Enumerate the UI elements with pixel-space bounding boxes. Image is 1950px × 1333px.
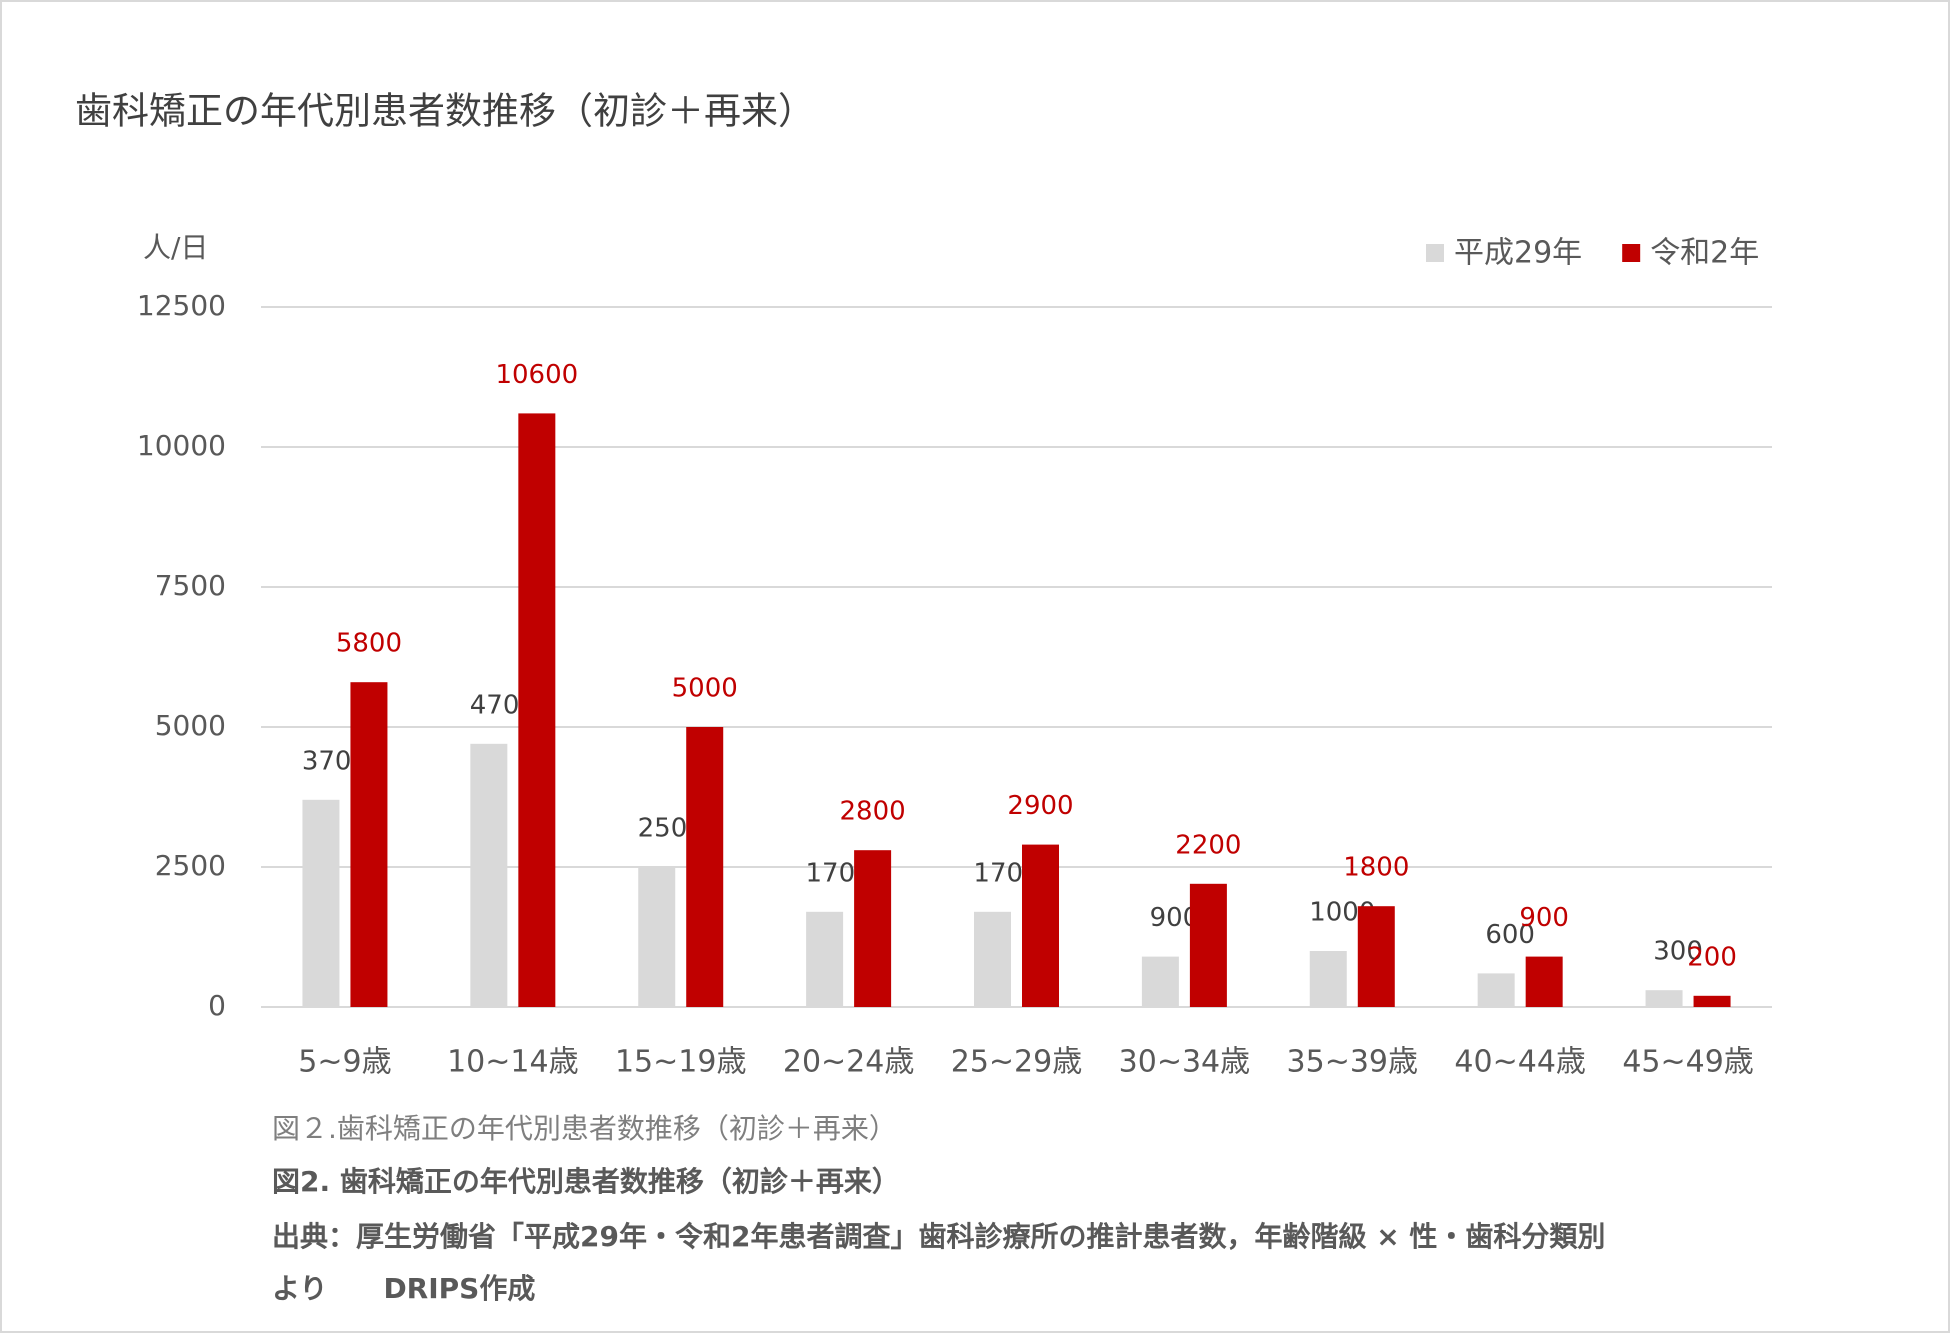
y-tick-label: 2500 bbox=[155, 849, 226, 882]
y-tick-label: 5000 bbox=[155, 709, 226, 742]
legend-swatch bbox=[1622, 244, 1641, 262]
x-tick-label: 30~34歳 bbox=[1119, 1045, 1250, 1080]
data-label: 2200 bbox=[1175, 830, 1241, 860]
bar bbox=[686, 727, 724, 1007]
data-label: 5800 bbox=[336, 629, 402, 659]
bar bbox=[1357, 906, 1395, 1007]
figure-caption-bold: 図2. 歯科矯正の年代別患者数推移（初診＋再来） bbox=[272, 1165, 900, 1198]
bar bbox=[638, 867, 676, 1007]
chart-title: 歯科矯正の年代別患者数推移（初診＋再来） bbox=[75, 90, 815, 133]
legend-label: 平成29年 bbox=[1454, 236, 1582, 271]
bar bbox=[302, 799, 340, 1007]
y-tick-label: 0 bbox=[208, 989, 226, 1022]
data-label: 900 bbox=[1519, 903, 1569, 933]
y-tick-label: 7500 bbox=[155, 569, 226, 602]
y-axis-label: 人/日 bbox=[143, 231, 208, 264]
bar bbox=[1645, 990, 1683, 1007]
x-tick-label: 25~29歳 bbox=[951, 1045, 1082, 1080]
data-label: 600 bbox=[1485, 920, 1535, 950]
source-line: 出典：厚生労働省「平成29年・令和2年患者調査」歯科診療所の推計患者数，年齢階級… bbox=[272, 1220, 1605, 1253]
bar bbox=[1141, 956, 1179, 1007]
data-label: 200 bbox=[1687, 942, 1737, 972]
x-tick-label: 35~39歳 bbox=[1287, 1045, 1418, 1080]
data-label: 300 bbox=[1653, 937, 1703, 967]
data-label: 2900 bbox=[1007, 791, 1073, 821]
bar bbox=[350, 682, 388, 1007]
data-label: 1800 bbox=[1343, 853, 1409, 883]
bar bbox=[1189, 883, 1227, 1007]
y-tick-label: 10000 bbox=[137, 429, 226, 462]
bar bbox=[1022, 844, 1059, 1007]
bar bbox=[854, 850, 892, 1007]
bar bbox=[1693, 995, 1731, 1007]
source-line: より DRIPS作成 bbox=[272, 1272, 535, 1305]
x-tick-label: 10~14歳 bbox=[447, 1045, 578, 1080]
x-tick-label: 15~19歳 bbox=[615, 1045, 746, 1080]
bar bbox=[974, 911, 1011, 1007]
bar bbox=[1477, 973, 1515, 1007]
x-tick-label: 45~49歳 bbox=[1622, 1045, 1753, 1080]
x-tick-label: 40~44歳 bbox=[1454, 1045, 1585, 1080]
data-label: 2800 bbox=[840, 797, 906, 827]
data-label: 10600 bbox=[495, 360, 578, 390]
figure-caption: 図２.歯科矯正の年代別患者数推移（初診＋再来） bbox=[272, 1112, 897, 1145]
bar bbox=[806, 911, 844, 1007]
x-tick-label: 20~24歳 bbox=[783, 1045, 914, 1080]
bar bbox=[1309, 951, 1347, 1007]
legend-label: 令和2年 bbox=[1650, 236, 1759, 271]
legend-swatch bbox=[1426, 244, 1444, 262]
bar bbox=[1525, 956, 1563, 1007]
bar bbox=[518, 413, 556, 1007]
bar bbox=[470, 743, 508, 1007]
x-tick-label: 5~9歳 bbox=[298, 1045, 391, 1080]
y-tick-label: 12500 bbox=[137, 289, 226, 322]
data-label: 5000 bbox=[672, 674, 738, 704]
